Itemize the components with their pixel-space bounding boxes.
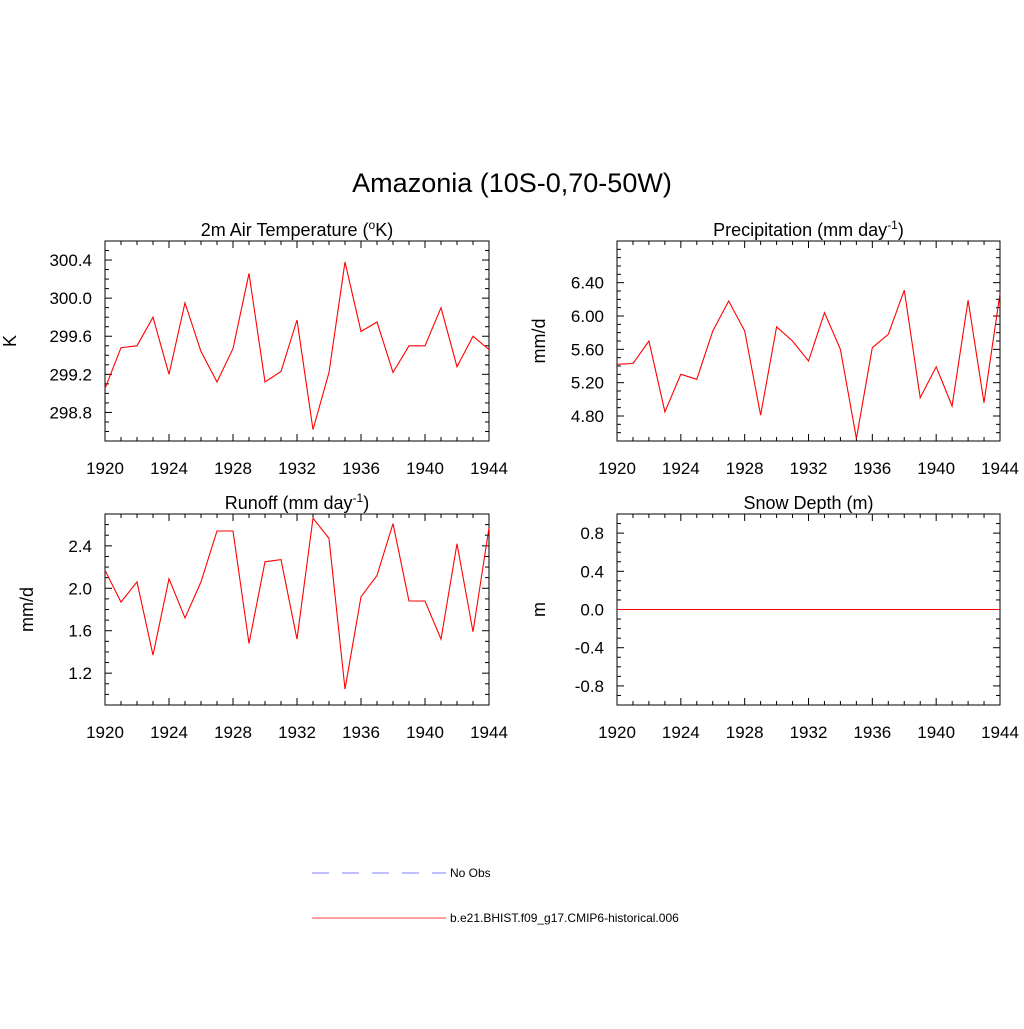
x-tick-label: 1936 [342,459,380,478]
y-tick-label: 299.6 [49,327,92,346]
panel-title: Snow Depth (m) [743,493,873,513]
y-tick-label: 300.0 [49,289,92,308]
panel-precip: 1920 1924 1928 1932 1936 1940 1944 4.80 5.20 5.60… [529,218,1019,478]
legend: No Obs b.e21.BHIST.f09_g17.CMIP6-historic… [312,866,679,925]
x-tick-label: 1944 [470,459,508,478]
x-tick-label: 1940 [406,459,444,478]
x-tick-label: 1924 [150,459,188,478]
panel-title-suffix: K) [375,220,393,240]
panel-temp: 1920 1924 1928 1932 1936 1940 1944 298.8 299.2 29… [0,218,508,478]
x-tick-label: 1940 [917,459,955,478]
panel-title: Precipitation (mm day-1) [713,218,904,240]
legend-label: b.e21.BHIST.f09_g17.CMIP6-historical.006 [450,911,679,925]
y-tick-label: 1.6 [68,622,92,641]
panel-snow: 1920 1924 1928 1932 1936 1940 1944 -0.8 -0.4 0.0 0… [529,493,1019,742]
x-tick-label: 1924 [150,723,188,742]
series-line [616,290,1001,439]
x-tick-label: 1928 [214,723,252,742]
x-tick-label: 1932 [278,723,316,742]
x-tick-label: 1940 [917,723,955,742]
x-tick-label: 1936 [853,459,891,478]
y-tick-label: 0.8 [580,524,604,543]
y-tick-label: 6.40 [571,274,604,293]
y-axis-label: mm/d [17,587,37,632]
y-tick-label: 299.2 [49,365,92,384]
x-tick-label: 1920 [598,459,636,478]
panel-title-suffix: ) [898,220,904,240]
y-tick-label: 300.4 [49,251,92,270]
x-tick-label: 1920 [86,459,124,478]
x-tick-label: 1924 [662,723,700,742]
x-tick-label: 1924 [662,459,700,478]
y-axis-label: K [0,335,20,347]
y-tick-label: 5.20 [571,374,604,393]
panel-title: 2m Air Temperature (oK) [201,218,393,240]
y-axis-label: m [529,602,549,617]
x-tick-label: 1940 [406,723,444,742]
x-tick-label: 1944 [981,723,1019,742]
panel-title-text: Runoff (mm day [225,493,353,513]
panel-title-text: Precipitation (mm day [713,220,887,240]
y-tick-label: -0.8 [575,677,604,696]
x-tick-label: 1920 [598,723,636,742]
x-tick-label: 1928 [726,723,764,742]
panel-title-text: 2m Air Temperature ( [201,220,369,240]
panel-title-superscript: o [369,218,376,232]
x-tick-label: 1944 [981,459,1019,478]
x-tick-label: 1936 [853,723,891,742]
x-tick-label: 1936 [342,723,380,742]
panel-title-text: Snow Depth (m) [743,493,873,513]
y-tick-label: 0.0 [580,601,604,620]
x-tick-label: 1932 [278,459,316,478]
y-tick-label: 2.4 [68,537,92,556]
x-tick-label: 1928 [726,459,764,478]
panel-title-superscript: -1 [353,491,364,505]
legend-label: No Obs [450,866,491,880]
panel-runoff: 1920 1924 1928 1932 1936 1940 1944 1.2 1.6 2.0 2.4… [17,491,508,742]
x-tick-label: 1928 [214,459,252,478]
y-tick-label: 298.8 [49,403,92,422]
x-tick-label: 1920 [86,723,124,742]
plot-frame [104,240,490,442]
panel-title-suffix: ) [363,493,369,513]
series-line [104,516,490,690]
x-tick-label: 1932 [790,723,828,742]
y-tick-label: -0.4 [575,639,604,658]
plot-frame [616,240,1001,442]
x-tick-label: 1944 [470,723,508,742]
y-tick-label: 4.80 [571,407,604,426]
figure-title: Amazonia (10S-0,70-50W) [352,168,672,198]
panel-title: Runoff (mm day-1) [225,491,369,513]
x-tick-label: 1932 [790,459,828,478]
y-tick-label: 6.00 [571,307,604,326]
y-tick-label: 0.4 [580,562,604,581]
y-tick-label: 1.2 [68,664,92,683]
series-line [104,261,490,430]
y-tick-label: 2.0 [68,579,92,598]
panel-title-superscript: -1 [887,218,898,232]
y-tick-label: 5.60 [571,340,604,359]
y-axis-label: mm/d [529,319,549,364]
